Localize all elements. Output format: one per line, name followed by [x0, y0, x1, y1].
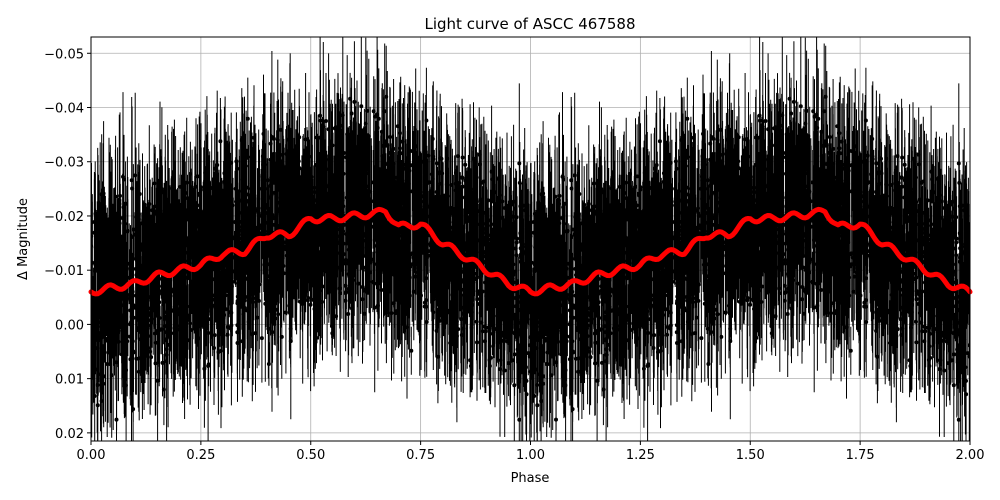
y-axis: −0.05 −0.04 −0.03 −0.02 −0.01 0.00 0.01 0.02	[44, 47, 91, 442]
x-tick-label: 2.00	[956, 448, 985, 463]
y-tick-label: −0.04	[44, 101, 84, 116]
y-tick-label: 0.02	[55, 427, 84, 442]
x-tick-label: 1.00	[516, 448, 545, 463]
y-tick-label: −0.01	[44, 264, 84, 279]
x-tick-label: 1.25	[626, 448, 655, 463]
x-tick-label: 0.75	[406, 448, 435, 463]
y-tick-label: −0.05	[44, 47, 84, 62]
x-tick-label: 1.50	[736, 448, 765, 463]
x-tick-label: 0.00	[77, 448, 106, 463]
y-axis-label: Δ Magnitude	[16, 198, 31, 280]
observation-points	[91, 37, 970, 441]
y-tick-label: −0.02	[44, 210, 84, 225]
plot-area	[88, 36, 973, 442]
x-tick-label: 0.50	[296, 448, 325, 463]
x-axis-label: Phase	[511, 471, 550, 486]
y-tick-label: 0.01	[55, 373, 84, 388]
chart-title: Light curve of ASCC 467588	[425, 15, 636, 33]
y-tick-label: −0.03	[44, 156, 84, 171]
x-tick-label: 0.25	[186, 448, 215, 463]
x-axis: 0.00 0.25 0.50 0.75 1.00 1.25 1.50 1.75 2.00	[77, 441, 985, 463]
x-tick-label: 1.75	[846, 448, 875, 463]
y-tick-label: 0.00	[55, 318, 84, 333]
model-curve	[88, 206, 973, 297]
